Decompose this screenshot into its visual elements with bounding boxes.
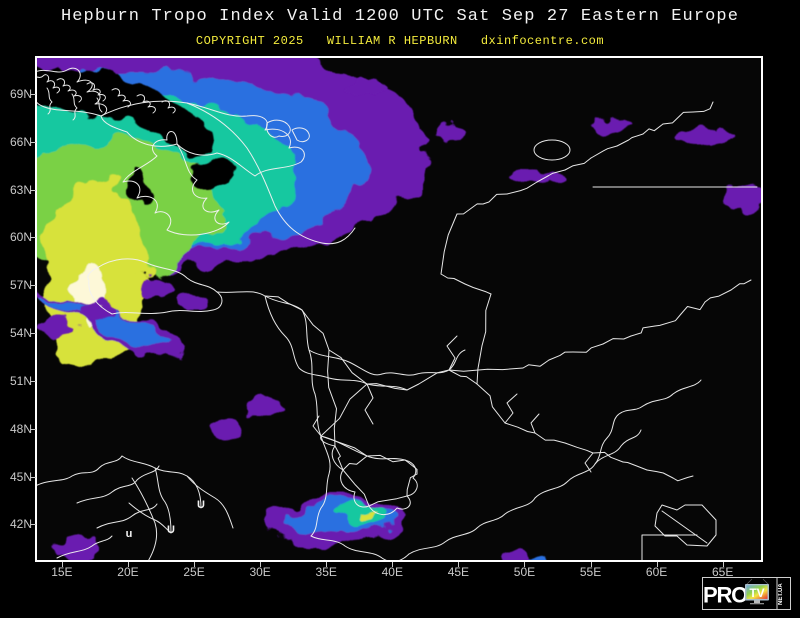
- svg-text:PRO: PRO: [703, 583, 748, 608]
- svg-text:U: U: [167, 524, 175, 536]
- svg-text:u: u: [126, 528, 133, 540]
- svg-text:U: U: [487, 561, 495, 562]
- svg-text:U: U: [197, 499, 205, 511]
- svg-text:NET.UA: NET.UA: [778, 583, 784, 605]
- svg-text:TV: TV: [749, 586, 764, 600]
